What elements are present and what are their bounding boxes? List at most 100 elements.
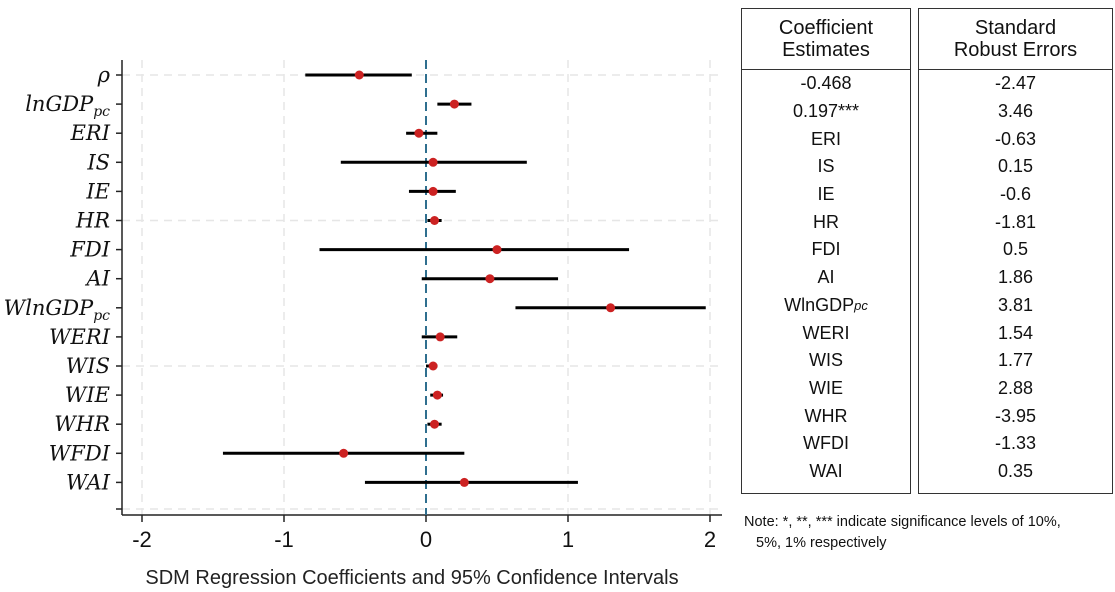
- y-tick-label: ρ: [97, 63, 111, 87]
- coefficient-point: [414, 128, 424, 138]
- robust-error-cell: -0.63: [994, 128, 1037, 149]
- y-tick-label: WAI: [66, 470, 111, 494]
- y-tick-label: WHR: [54, 412, 110, 436]
- coefficient-cell-text: WIS: [809, 350, 843, 371]
- coefficient-point: [492, 245, 502, 255]
- coefficient-cell-text: FDI: [811, 239, 841, 260]
- x-tick-label: -2: [132, 527, 152, 552]
- coefficient-cell: WFDI: [742, 430, 910, 458]
- coefficient-cell: AI: [742, 264, 910, 292]
- coefficient-cell: WHR: [742, 402, 910, 430]
- coefficient-cell: WlnGDP pc: [742, 292, 910, 320]
- robust-error-cell: 3.46: [997, 101, 1034, 122]
- coefficient-cell-text: WlnGDP: [784, 294, 855, 315]
- y-tick-label: WIE: [65, 383, 110, 407]
- robust-error-cell: 3.81: [997, 294, 1034, 315]
- y-tick-label-text: lnGDP: [25, 92, 94, 116]
- coefficient-cell: IE: [742, 181, 910, 209]
- coefficient-point: [428, 186, 438, 196]
- coefficient-point: [354, 70, 364, 80]
- coefficient-cell-text: WHR: [804, 405, 848, 426]
- y-tick-label-text: AI: [85, 267, 111, 291]
- robust-error-cell: 0.35: [997, 460, 1034, 481]
- coefficient-cell: 0.197***: [742, 98, 910, 126]
- x-tick-label: 2: [704, 527, 716, 552]
- robust-error-cell: 1.54: [997, 322, 1034, 343]
- y-tick-label: WFDI: [49, 441, 111, 465]
- y-tick-label-text: WIE: [65, 383, 110, 407]
- coefficient-point: [435, 332, 445, 342]
- coefficient-cell: WERI: [742, 319, 910, 347]
- coefficient-cell: FDI: [742, 236, 910, 264]
- y-tick-label: WlnGDPpc: [4, 296, 111, 324]
- robust-error-header: Standard Robust Errors: [919, 9, 1112, 70]
- robust-error-header-line2: Robust Errors: [953, 39, 1078, 61]
- robust-error-cell: -1.81: [994, 211, 1037, 232]
- robust-error-table: Standard Robust Errors -2.47 3.46 -0.63 0.1…: [918, 8, 1113, 494]
- coefficient-point: [430, 216, 440, 225]
- y-tick-label-text: WHR: [54, 412, 110, 436]
- robust-error-cell: -2.47: [994, 73, 1037, 94]
- robust-error-cell: 0.15: [997, 156, 1034, 177]
- robust-error-cell: 1.77: [997, 350, 1034, 371]
- coefficient-cell-text: HR: [813, 211, 839, 232]
- y-tick-label-text: FDI: [69, 238, 110, 262]
- coefficient-cell-text: -0.468: [800, 73, 852, 94]
- coefficient-cell-text: 0.197***: [792, 101, 860, 122]
- coefficient-point: [428, 361, 438, 371]
- y-tick-label: FDI: [69, 238, 110, 262]
- y-tick-label-text: WERI: [49, 325, 111, 349]
- coefficient-cell: ERI: [742, 125, 910, 153]
- y-tick-label-text: WlnGDP: [4, 296, 94, 320]
- coefficient-cell-text: WFDI: [803, 433, 849, 454]
- y-tick-label-text: IE: [85, 179, 110, 203]
- robust-error-cell: 1.86: [997, 267, 1034, 288]
- significance-note: Note: *, **, *** indicate significance l…: [744, 512, 1114, 554]
- coefficient-cell: IS: [742, 153, 910, 181]
- coefficient-point: [428, 157, 438, 167]
- y-tick-label: HR: [75, 209, 110, 233]
- x-tick-label: 0: [420, 527, 432, 552]
- coefficient-point: [339, 448, 349, 458]
- note-line-1: Note: *, **, *** indicate significance l…: [744, 514, 1061, 530]
- robust-error-header-line1: Standard: [974, 17, 1057, 39]
- coefficient-cell-text: IE: [817, 184, 835, 205]
- x-tick-label: 1: [562, 527, 574, 552]
- coefficient-point: [432, 390, 442, 400]
- coefficient-point: [606, 303, 616, 313]
- coefficient-table: Coefficient Estimates -0.468 0.197*** ERI I…: [741, 8, 911, 494]
- coefficient-cell-text: WERI: [802, 322, 850, 343]
- robust-error-cell: -1.33: [994, 433, 1037, 454]
- y-tick-label: WIS: [66, 354, 110, 378]
- note-line-2: 5%, 1% respectively: [756, 535, 887, 551]
- coefficient-cell: WIS: [742, 347, 910, 375]
- coefficient-cell-text: WAI: [809, 460, 843, 481]
- robust-error-cell: 2.88: [997, 377, 1034, 398]
- coefficient-header: Coefficient Estimates: [742, 9, 910, 70]
- y-tick-label: IE: [85, 179, 110, 203]
- y-tick-label: ERI: [70, 121, 111, 145]
- coefficient-point: [459, 477, 469, 487]
- coefficient-header-line2: Estimates: [782, 39, 870, 61]
- coefficient-cell: -0.468: [742, 70, 910, 98]
- coefficient-header-line1: Coefficient: [778, 17, 874, 39]
- x-tick-label: -1: [274, 527, 294, 552]
- y-tick-label: AI: [85, 267, 111, 291]
- coefficient-cell-text: WIE: [809, 377, 843, 398]
- robust-error-cell: -0.6: [999, 184, 1032, 205]
- y-tick-label: lnGDPpc: [25, 92, 110, 120]
- y-tick-label: IS: [86, 150, 110, 174]
- y-tick-label-text: WIS: [66, 354, 110, 378]
- y-tick-label-subscript: pc: [93, 308, 110, 324]
- coefficient-cell: WAI: [742, 458, 910, 486]
- y-tick-label-text: WAI: [66, 470, 111, 494]
- coefficient-cell-text: AI: [817, 267, 835, 288]
- y-tick-label-text: WFDI: [49, 441, 111, 465]
- coefficient-cell-text: ERI: [810, 128, 841, 149]
- coefficient-point: [430, 419, 440, 429]
- y-tick-label: WERI: [49, 325, 111, 349]
- y-tick-label-subscript: pc: [93, 104, 110, 120]
- x-axis-label: SDM Regression Coefficients and 95% Conf…: [145, 567, 678, 589]
- coefficient-plot: -2 -1 0 1 2 SDM Regression Coefficients and 9…: [4, 60, 722, 589]
- y-tick-label-text: IS: [86, 150, 110, 174]
